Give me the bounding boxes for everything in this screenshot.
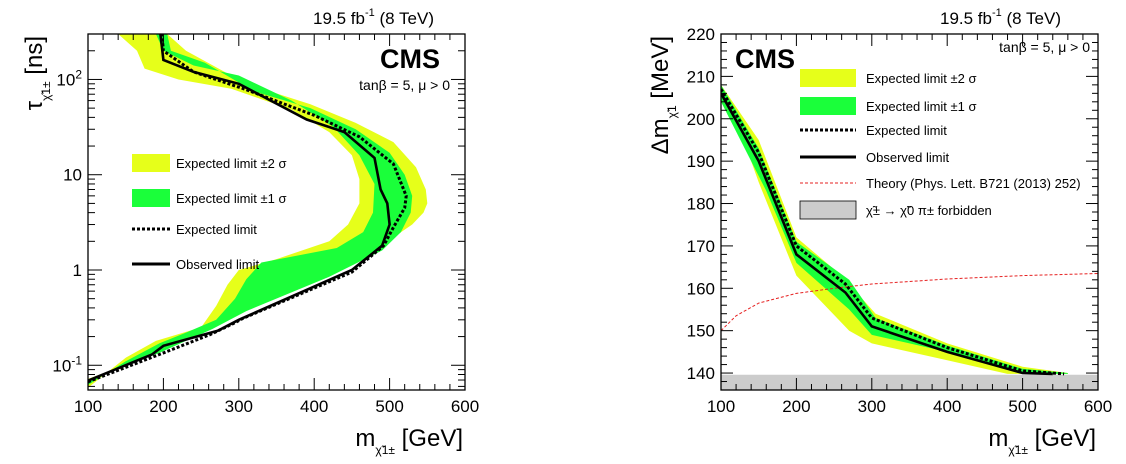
right-legend-swatch-forbidden — [799, 200, 857, 220]
y-tick-label: 102 — [56, 67, 82, 89]
y-tick-label: 10-1 — [52, 353, 82, 375]
left-legend: Expected limit ±2 σ Expected limit ±1 σ … — [132, 154, 287, 272]
left-y-axis-title: τχ̃1± [ns] — [21, 36, 53, 110]
x-tick-label: 100 — [74, 397, 102, 416]
x-tick-label: 200 — [782, 397, 810, 416]
right-legend-label-theory: Theory (Phys. Lett. B721 (2013) 252) — [866, 176, 1081, 191]
observed-limit-line — [721, 92, 1053, 376]
x-tick-label: 100 — [707, 397, 735, 416]
y-tick-label: 150 — [687, 322, 715, 341]
expected-limit-line — [721, 88, 1065, 376]
y-tick-label: 1 — [73, 261, 82, 280]
y-tick-label: 220 — [687, 25, 715, 44]
x-tick-label: 200 — [149, 397, 177, 416]
y-tick-label: 190 — [687, 152, 715, 171]
left-legend-swatch-2sigma — [132, 154, 170, 172]
right-plot-area — [721, 84, 1098, 390]
right-legend-label-2sigma: Expected limit ±2 σ — [866, 71, 977, 86]
right-legend-label-expected: Expected limit — [866, 123, 947, 138]
x-tick-label: 600 — [451, 397, 479, 416]
left-axis-ticks: 100 200 300 400 500 600 10-1 1 10 102 — [52, 33, 479, 416]
left-legend-label-1sigma: Expected limit ±1 σ — [176, 191, 287, 206]
x-tick-label: 400 — [933, 397, 961, 416]
left-legend-label-observed: Observed limit — [176, 257, 259, 272]
x-tick-label: 300 — [225, 397, 253, 416]
right-legend-label-forbidden: χ̃± → χ̃0 π± forbidden — [866, 203, 992, 218]
y-tick-label: 200 — [687, 110, 715, 129]
left-cms-label: CMS — [380, 44, 440, 74]
right-chart-panel: 19.5 fb-1 (8 TeV) CMS tanβ = 5, μ > 0 10… — [647, 7, 1112, 457]
right-legend-swatch-2sigma — [800, 69, 856, 87]
right-legend-swatch-1sigma — [800, 97, 856, 115]
y-tick-label: 180 — [687, 195, 715, 214]
x-tick-label: 300 — [858, 397, 886, 416]
left-legend-label-2sigma: Expected limit ±2 σ — [176, 156, 287, 171]
expected-2sigma-band — [88, 34, 428, 388]
right-axis-ticks: 100 200 300 400 500 600 140 150 160 170 180 190 200 2… — [687, 25, 1113, 416]
y-tick-label: 140 — [687, 364, 715, 383]
left-plot-area — [88, 34, 428, 388]
x-tick-label: 500 — [375, 397, 403, 416]
right-lumi-label: 19.5 fb-1 (8 TeV) — [940, 7, 1061, 28]
left-plot-frame — [87, 33, 466, 391]
y-tick-label: 210 — [687, 67, 715, 86]
left-chart-panel: 19.5 fb-1 (8 TeV) CMS tanβ = 5, μ > 0 10… — [21, 7, 479, 457]
left-legend-label-expected: Expected limit — [176, 222, 257, 237]
y-tick-label: 160 — [687, 279, 715, 298]
left-legend-swatch-1sigma — [132, 189, 170, 207]
observed-limit-line — [88, 34, 391, 382]
x-tick-label: 600 — [1084, 397, 1112, 416]
theory-curve — [721, 273, 1098, 332]
left-x-axis-title: mχ̃1± [GeV] — [355, 425, 463, 457]
forbidden-region-band — [721, 374, 1098, 390]
right-legend: Expected limit ±2 σ Expected limit ±1 σ … — [799, 69, 1081, 220]
x-tick-label: 500 — [1008, 397, 1036, 416]
right-cms-label: CMS — [735, 44, 795, 74]
x-tick-label: 400 — [300, 397, 328, 416]
y-tick-label: 10 — [63, 166, 82, 185]
y-tick-label: 170 — [687, 237, 715, 256]
left-annotation: tanβ = 5, μ > 0 — [359, 77, 450, 93]
left-lumi-label: 19.5 fb-1 (8 TeV) — [313, 7, 434, 28]
r-series-group — [721, 84, 1098, 390]
right-legend-label-observed: Observed limit — [866, 150, 949, 165]
l-series-group — [88, 34, 428, 388]
right-x-axis-title: mχ̃1± [GeV] — [988, 425, 1096, 457]
right-y-axis-title: Δmχ̃1 [MeV] — [647, 36, 679, 154]
right-annotation: tanβ = 5, μ > 0 — [999, 39, 1090, 55]
right-legend-label-1sigma: Expected limit ±1 σ — [866, 99, 977, 114]
expected-limit-line — [88, 34, 408, 384]
